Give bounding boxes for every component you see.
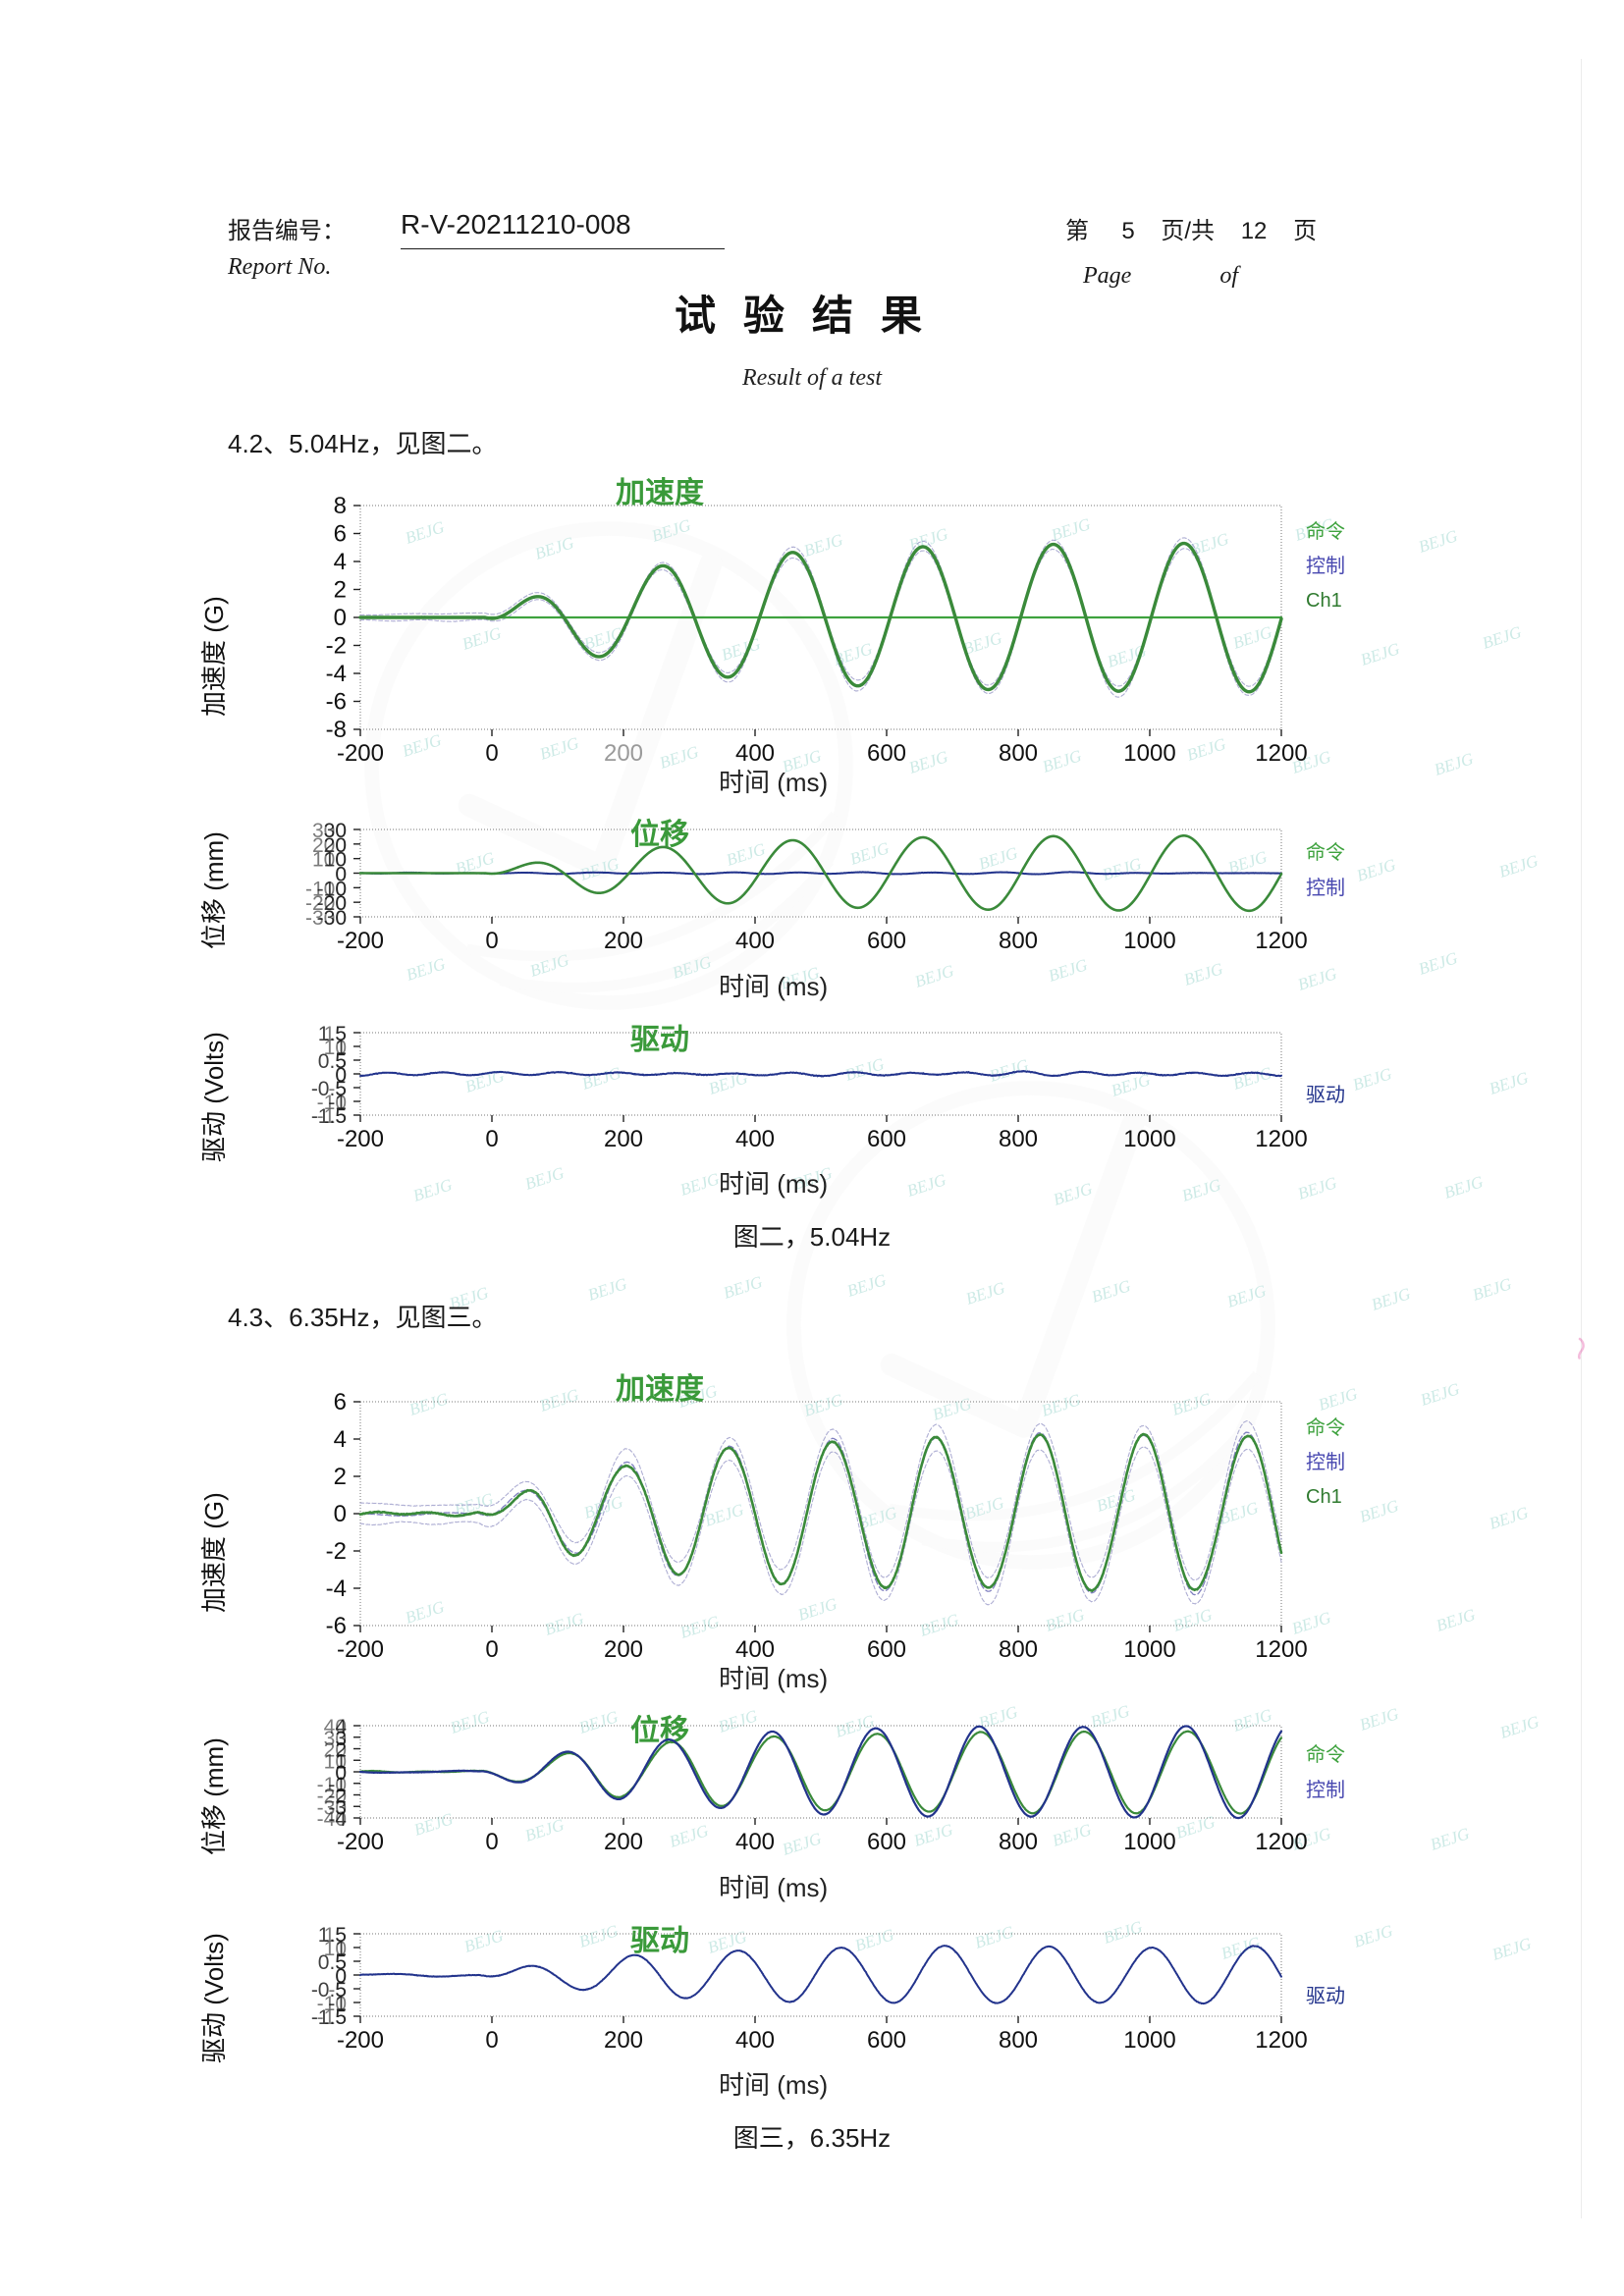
svg-text:BEJG: BEJG [585, 1274, 628, 1305]
svg-text:-2: -2 [326, 633, 347, 660]
svg-text:BEJG: BEJG [1089, 1276, 1132, 1307]
svg-text:-200: -200 [337, 928, 384, 954]
svg-text:BEJG: BEJG [1487, 1068, 1530, 1098]
svg-text:800: 800 [999, 1829, 1038, 1855]
svg-text:1200: 1200 [1255, 2027, 1307, 2054]
svg-text:200: 200 [604, 928, 643, 954]
svg-text:15: 15 [324, 1924, 347, 1947]
svg-text:800: 800 [999, 2027, 1038, 2054]
svg-text:1000: 1000 [1123, 740, 1175, 767]
svg-text:-6: -6 [326, 689, 347, 716]
svg-text:1000: 1000 [1123, 1829, 1175, 1855]
svg-text:-8: -8 [326, 717, 347, 743]
svg-text:-4: -4 [326, 1575, 347, 1602]
svg-text:15: 15 [324, 1023, 347, 1045]
svg-text:400: 400 [735, 928, 775, 954]
svg-text:BEJG: BEJG [1416, 948, 1459, 979]
svg-text:0: 0 [334, 1501, 347, 1527]
svg-text:600: 600 [867, 1126, 906, 1152]
svg-text:BEJG: BEJG [1470, 1274, 1513, 1305]
svg-text:600: 600 [867, 740, 906, 767]
svg-text:0: 0 [485, 1829, 498, 1855]
svg-text:200: 200 [604, 1126, 643, 1152]
svg-text:-200: -200 [337, 1829, 384, 1855]
svg-text:BEJG: BEJG [1418, 1379, 1461, 1410]
svg-text:6: 6 [334, 521, 347, 548]
svg-text:4: 4 [334, 549, 347, 575]
svg-text:BEJG: BEJG [1497, 1712, 1541, 1742]
svg-text:800: 800 [999, 928, 1038, 954]
svg-text:BEJG: BEJG [1480, 622, 1523, 653]
svg-text:0: 0 [485, 1636, 498, 1663]
svg-text:-2: -2 [326, 1538, 347, 1565]
svg-text:200: 200 [604, 2027, 643, 2054]
svg-text:-4: -4 [326, 661, 347, 687]
svg-text:40: 40 [324, 1716, 347, 1738]
svg-text:1000: 1000 [1123, 1126, 1175, 1152]
svg-text:1000: 1000 [1123, 2027, 1175, 2054]
svg-text:-200: -200 [337, 1126, 384, 1152]
svg-text:BEJG: BEJG [1489, 1934, 1533, 1964]
svg-text:1200: 1200 [1255, 1126, 1307, 1152]
svg-text:-200: -200 [337, 2027, 384, 2054]
svg-text:BEJG: BEJG [1428, 1824, 1471, 1854]
svg-text:0: 0 [485, 1126, 498, 1152]
svg-text:600: 600 [867, 928, 906, 954]
svg-text:0: 0 [485, 2027, 498, 2054]
svg-text:BEJG: BEJG [1434, 1605, 1477, 1635]
svg-text:200: 200 [604, 740, 643, 767]
svg-text:0: 0 [334, 605, 347, 631]
svg-text:4: 4 [334, 1426, 347, 1453]
svg-text:1200: 1200 [1255, 1829, 1307, 1855]
svg-text:800: 800 [999, 740, 1038, 767]
svg-text:600: 600 [867, 2027, 906, 2054]
svg-text:1000: 1000 [1123, 1636, 1175, 1663]
svg-text:BEJG: BEJG [1369, 1284, 1412, 1314]
svg-text:BEJG: BEJG [1432, 749, 1475, 779]
svg-text:-200: -200 [337, 740, 384, 767]
svg-text:400: 400 [735, 1829, 775, 1855]
svg-text:BEJG: BEJG [1487, 1503, 1530, 1533]
svg-text:300: 300 [312, 820, 347, 842]
svg-text:1000: 1000 [1123, 928, 1175, 954]
svg-text:BEJG: BEJG [1441, 1172, 1485, 1202]
svg-text:800: 800 [999, 1636, 1038, 1663]
svg-text:400: 400 [735, 1126, 775, 1152]
svg-text:8: 8 [334, 493, 347, 519]
svg-text:200: 200 [604, 1829, 643, 1855]
svg-text:400: 400 [735, 2027, 775, 2054]
svg-text:BEJG: BEJG [1416, 526, 1459, 557]
svg-text:0: 0 [485, 928, 498, 954]
svg-text:600: 600 [867, 1636, 906, 1663]
svg-text:800: 800 [999, 1126, 1038, 1152]
svg-text:200: 200 [604, 1636, 643, 1663]
svg-text:0: 0 [485, 740, 498, 767]
svg-text:2: 2 [334, 1464, 347, 1490]
svg-text:1200: 1200 [1255, 1636, 1307, 1663]
svg-text:6: 6 [334, 1389, 347, 1415]
svg-text:-200: -200 [337, 1636, 384, 1663]
svg-text:-6: -6 [326, 1613, 347, 1639]
svg-text:BEJG: BEJG [1496, 851, 1540, 881]
svg-text:BEJG: BEJG [844, 1270, 888, 1301]
svg-text:BEJG: BEJG [963, 1278, 1006, 1308]
svg-text:1200: 1200 [1255, 740, 1307, 767]
svg-text:BEJG: BEJG [721, 1272, 764, 1303]
svg-text:2: 2 [334, 577, 347, 604]
svg-text:1200: 1200 [1255, 928, 1307, 954]
svg-text:600: 600 [867, 1829, 906, 1855]
